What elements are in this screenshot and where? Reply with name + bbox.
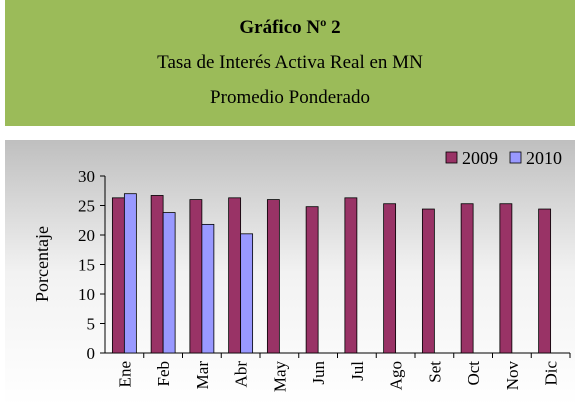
bar <box>123 193 137 354</box>
header-box <box>5 0 575 126</box>
x-tick-label: Ago <box>387 361 406 390</box>
chart-area <box>5 140 575 406</box>
x-tick-label: Nov <box>503 361 522 391</box>
y-tick-label: 0 <box>87 344 96 363</box>
y-tick-label: 30 <box>78 167 95 186</box>
bar <box>305 206 319 354</box>
bar <box>228 197 242 354</box>
bar <box>538 208 552 354</box>
x-tick-label: Jun <box>309 361 328 385</box>
bar <box>383 203 397 354</box>
bar <box>460 203 474 354</box>
x-tick-label: Jul <box>348 361 367 381</box>
y-tick-label: 15 <box>78 256 95 275</box>
x-tick-label: Abr <box>232 361 251 388</box>
bar <box>240 233 254 354</box>
bar <box>499 203 513 354</box>
bar <box>421 208 435 354</box>
x-tick-label: Mar <box>193 361 212 390</box>
chart-subtitle: Tasa de Interés Activa Real en MN <box>157 52 423 73</box>
bar <box>266 199 280 354</box>
legend-label: 2009 <box>462 148 498 168</box>
legend-swatch <box>445 151 458 164</box>
y-tick-label: 10 <box>78 285 95 304</box>
y-tick-label: 5 <box>87 315 96 334</box>
bar <box>150 195 164 354</box>
y-tick-label: 25 <box>78 197 95 216</box>
bar <box>189 199 203 354</box>
y-tick-label: 20 <box>78 226 95 245</box>
bar <box>201 223 215 354</box>
legend-swatch <box>509 151 522 164</box>
bar <box>162 212 176 354</box>
y-axis-label: Porcentaje <box>32 226 52 302</box>
x-tick-label: Ene <box>115 361 134 387</box>
x-tick-label: Dic <box>542 361 561 386</box>
x-tick-label: Feb <box>154 361 173 387</box>
x-tick-label: May <box>270 361 289 393</box>
x-tick-label: Set <box>425 361 444 383</box>
bar <box>344 197 358 354</box>
legend-label: 2010 <box>526 148 562 168</box>
bar <box>111 197 125 354</box>
chart-subtitle: Promedio Ponderado <box>210 87 370 108</box>
x-tick-label: Oct <box>464 361 483 386</box>
chart-title: Gráfico Nº 2 <box>239 17 340 38</box>
